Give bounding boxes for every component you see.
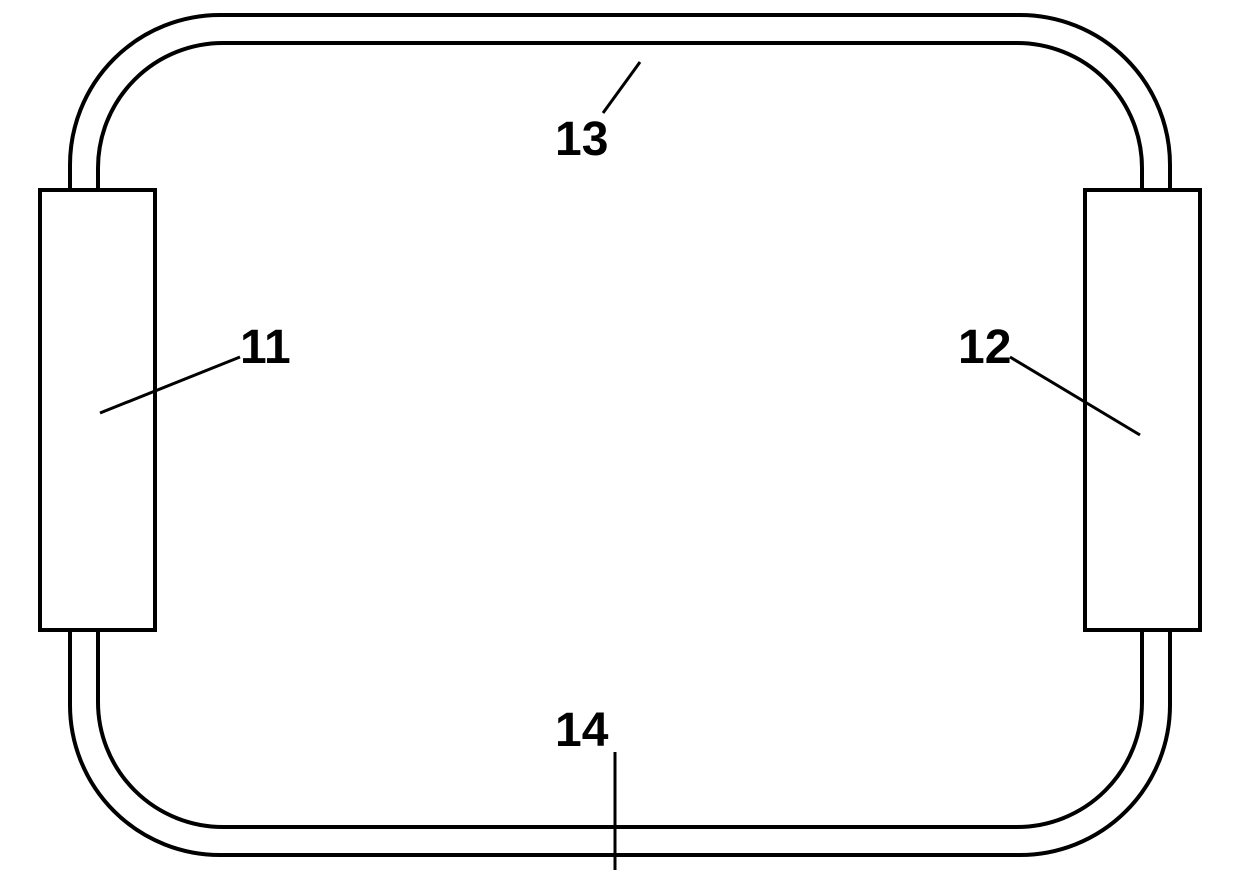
outer-ring <box>70 15 1170 855</box>
inner-ring <box>98 43 1142 827</box>
leader-top <box>603 62 640 113</box>
label-right: 12 <box>958 320 1011 375</box>
label-left: 11 <box>240 320 291 375</box>
label-top: 13 <box>555 112 608 167</box>
right-block <box>1085 190 1200 630</box>
left-block <box>40 190 155 630</box>
diagram-canvas <box>0 0 1239 872</box>
label-bottom: 14 <box>555 703 608 758</box>
